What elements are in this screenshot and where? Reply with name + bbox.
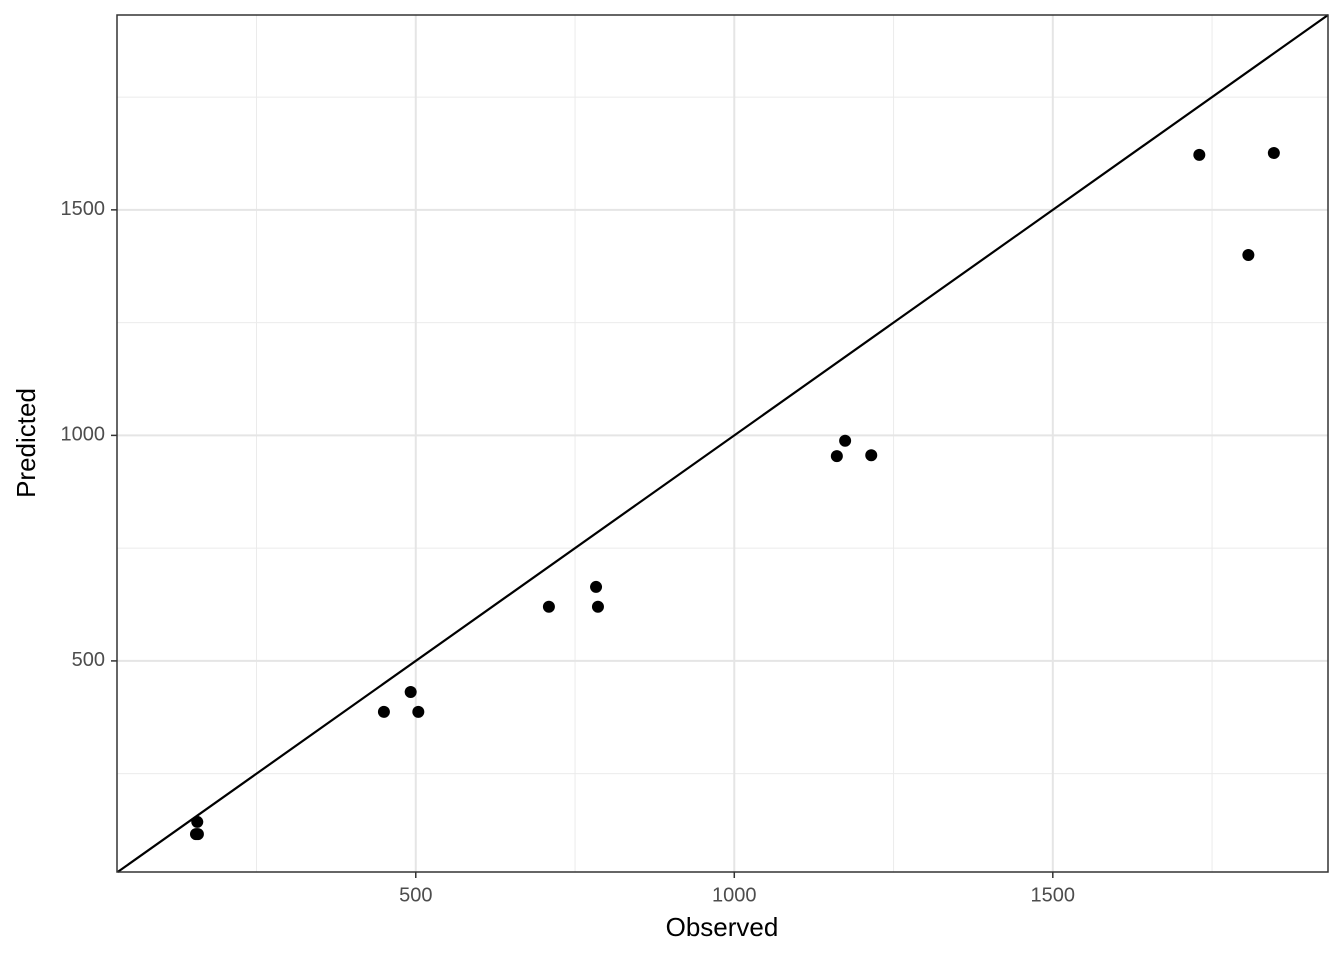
marks: [117, 14, 1329, 873]
point: [412, 705, 425, 718]
x-tick-label: 500: [399, 884, 432, 906]
x-tick-label: 1500: [1031, 884, 1076, 906]
y-axis-title: Predicted: [11, 388, 41, 498]
point: [591, 600, 604, 613]
y-tick-label: 500: [72, 649, 105, 671]
point: [404, 686, 417, 699]
point: [191, 815, 204, 828]
y-tick-label: 1500: [61, 198, 106, 220]
point: [542, 600, 555, 613]
y-tick-label: 1000: [61, 424, 106, 446]
point: [1193, 148, 1206, 161]
x-tick-label: 1000: [712, 884, 757, 906]
point: [377, 705, 390, 718]
identity-line: [117, 14, 1329, 873]
point: [865, 449, 878, 462]
panel-border: [116, 14, 1329, 873]
point: [830, 450, 843, 463]
point: [839, 434, 852, 447]
x-axis-title: Observed: [666, 912, 779, 942]
point: [590, 580, 603, 593]
point: [1242, 248, 1255, 261]
point: [1267, 147, 1280, 160]
grid: [117, 15, 1328, 872]
point: [191, 828, 204, 841]
